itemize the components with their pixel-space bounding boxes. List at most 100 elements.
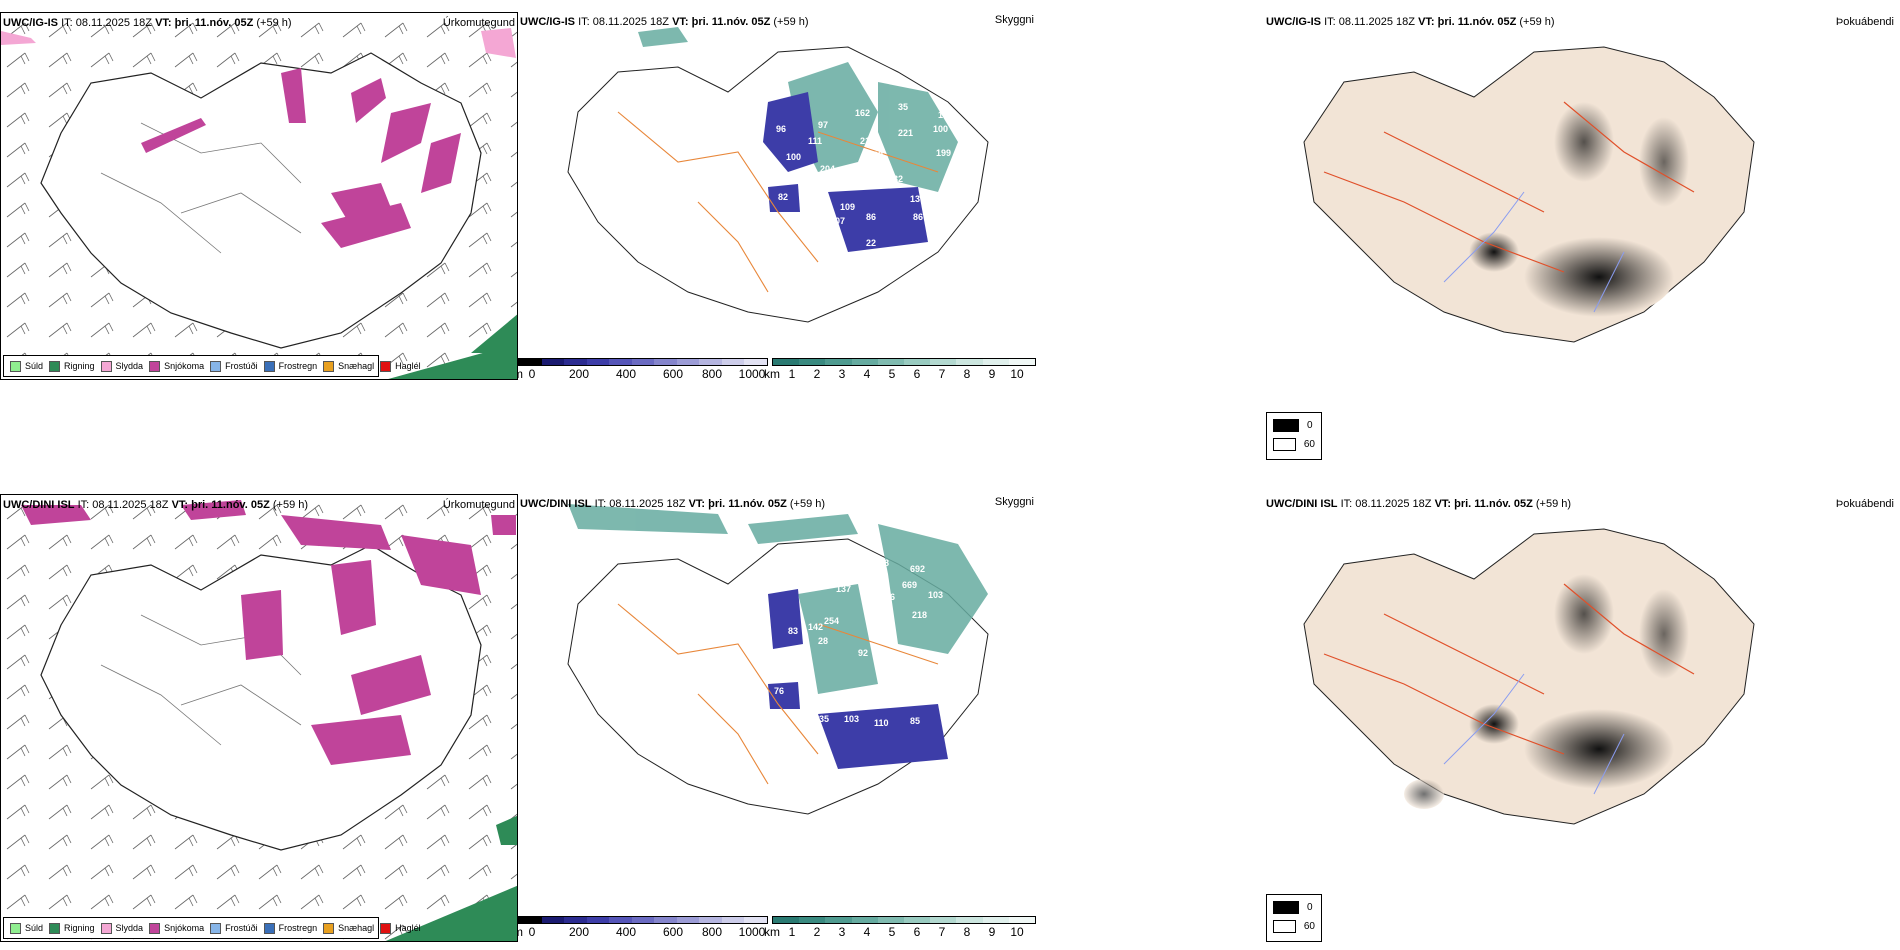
cloud-base-label: 148 bbox=[820, 700, 835, 710]
colorbar-unit: km bbox=[764, 925, 780, 939]
cloud-base-label: 108 bbox=[964, 638, 979, 648]
colorbar-segment bbox=[982, 359, 1009, 365]
cloud-base-label: 692 bbox=[910, 564, 925, 574]
cloud-base-colorbar: m 0 200 400 600 800 1000 bbox=[518, 916, 768, 939]
low-cloud-areas bbox=[763, 92, 928, 252]
colorbar-segment bbox=[744, 359, 768, 365]
colorbar-segment bbox=[799, 917, 826, 923]
colorbar-tick: 9 bbox=[988, 367, 996, 380]
cloud-base-labels: 96 97 111 100 204 162 35 221 211 129 182… bbox=[713, 102, 953, 248]
colorbar-tick: 2 bbox=[813, 367, 821, 380]
colorbar-segment bbox=[676, 917, 700, 923]
cloud-base-label: 218 bbox=[912, 610, 927, 620]
cloud-base-colorbar-bar bbox=[518, 916, 768, 924]
colorbar-tick: 3 bbox=[838, 925, 846, 939]
precip-type-panel-bottom: UWC/DINI ISL IT: 08.11.2025 18Z VT: þri.… bbox=[0, 494, 518, 942]
colorbar-tick: 6 bbox=[913, 367, 921, 380]
colorbar-segment bbox=[956, 917, 983, 923]
colorbar-segment bbox=[851, 359, 878, 365]
cloud-base-label: 35 bbox=[898, 102, 908, 112]
colorbar-tick: 8 bbox=[963, 925, 971, 939]
colorbar-tick: 200 bbox=[568, 367, 590, 380]
cloud-base-label: 162 bbox=[855, 108, 870, 118]
colorbar-unit: m bbox=[518, 925, 523, 939]
panel-header: UWC/IG-IS IT: 08.11.2025 18Z VT: þri. 11… bbox=[1266, 16, 1555, 28]
cloud-base-label: 211 bbox=[860, 136, 875, 146]
colorbar-tick: 2 bbox=[813, 925, 821, 939]
colorbar-segment bbox=[676, 359, 700, 365]
fog-map-bottom bbox=[1303, 528, 1755, 825]
cloud-base-label: 212 bbox=[874, 578, 889, 588]
colorbar-segment bbox=[825, 917, 852, 923]
iceland-outline bbox=[40, 52, 482, 349]
cloud-base-label: 92 bbox=[858, 648, 868, 658]
colorbar-segment bbox=[956, 359, 983, 365]
panel-header: UWC/DINI ISL IT: 08.11.2025 18Z VT: þri.… bbox=[1266, 498, 1572, 510]
cloud-base-label: 96 bbox=[776, 124, 786, 134]
cloud-base-label: 82 bbox=[778, 192, 788, 202]
colorbar-segment bbox=[609, 917, 632, 923]
colorbar-segment bbox=[519, 359, 542, 365]
colorbar-segment bbox=[654, 917, 677, 923]
cloud-base-label: 86 bbox=[866, 212, 876, 222]
cloud-base-label: 100 bbox=[786, 152, 801, 162]
colorbar-segment bbox=[930, 359, 957, 365]
colorbar-segment bbox=[541, 359, 565, 365]
cloud-base-label: 85 bbox=[910, 716, 920, 726]
panel-title: Þokuábendi bbox=[1835, 16, 1894, 28]
cloud-base-label: 142 bbox=[808, 622, 823, 632]
colorbar-tick: 400 bbox=[615, 367, 637, 380]
legend-item: Slydda bbox=[100, 922, 143, 934]
legend-item: Frostregn bbox=[263, 922, 317, 934]
colorbar-tick: 4 bbox=[863, 367, 871, 380]
panel-header: UWC/DINI ISL IT: 08.11.2025 18Z VT: þri.… bbox=[520, 498, 826, 510]
legend-item: Súld bbox=[10, 360, 43, 372]
colorbar-tick: 9 bbox=[988, 925, 996, 939]
colorbar-segment bbox=[631, 917, 655, 923]
cloud-base-label: 22 bbox=[866, 238, 876, 248]
colorbar-tick: 7 bbox=[938, 367, 946, 380]
colorbar-tick: 600 bbox=[662, 925, 684, 939]
cloud-base-label: 103 bbox=[928, 590, 943, 600]
colorbar-segment bbox=[904, 359, 931, 365]
fog-index-panel-bottom: UWC/DINI ISL IT: 08.11.2025 18Z VT: þri.… bbox=[1264, 494, 1896, 894]
colorbar-tick: 0 bbox=[528, 925, 536, 939]
cloud-base-label: 83 bbox=[788, 626, 798, 636]
colorbar-tick: 6 bbox=[913, 925, 921, 939]
colorbar-tick: 400 bbox=[615, 925, 637, 939]
colorbar-segment bbox=[904, 917, 931, 923]
cloud-base-label: 254 bbox=[824, 616, 839, 626]
colorbar-segment bbox=[773, 917, 800, 923]
colorbar-segment bbox=[877, 359, 905, 365]
precip-legend: Súld Rigning Slydda Snjókoma Frostúði Fr… bbox=[3, 355, 421, 377]
precip-legend: Súld Rigning Slydda Snjókoma Frostúði Fr… bbox=[3, 917, 421, 939]
cloud-base-label: 103 bbox=[844, 714, 859, 724]
colorbar-segment bbox=[825, 359, 852, 365]
cloud-base-label: 12 bbox=[713, 200, 723, 210]
panel-title: Úrkomutegund bbox=[442, 499, 515, 511]
panel-title: Úrkomutegund bbox=[442, 17, 515, 29]
colorbar-tick: 200 bbox=[568, 925, 590, 939]
colorbar-unit: km bbox=[764, 367, 780, 380]
cloud-base-label: 137 bbox=[836, 584, 851, 594]
cloud-base-label: 132 bbox=[840, 700, 855, 710]
colorbar-segment bbox=[877, 917, 905, 923]
snow-areas bbox=[141, 68, 461, 248]
colorbar-unit: m bbox=[518, 367, 523, 380]
legend-item: Frostúði bbox=[210, 360, 258, 372]
fog-map-top bbox=[1303, 46, 1755, 343]
rain-areas bbox=[385, 815, 517, 941]
colorbar-segment bbox=[699, 359, 722, 365]
cloud-base-label: 232 bbox=[888, 174, 903, 184]
cloud-base-label: 561 bbox=[878, 606, 893, 616]
colorbar-tick: 8 bbox=[963, 367, 971, 380]
colorbar-tick: 5 bbox=[888, 367, 896, 380]
legend-item: Rigning bbox=[49, 360, 95, 372]
cloud-base-colorbar-bar bbox=[518, 358, 768, 366]
cloud-base-label: 100 bbox=[933, 124, 948, 134]
colorbar-tick: 800 bbox=[701, 367, 723, 380]
colorbar-segment bbox=[631, 359, 655, 365]
cloud-base-label: 13 bbox=[910, 194, 920, 204]
legend-item: Súld bbox=[10, 922, 43, 934]
colorbar-tick: 1000 bbox=[738, 925, 766, 939]
